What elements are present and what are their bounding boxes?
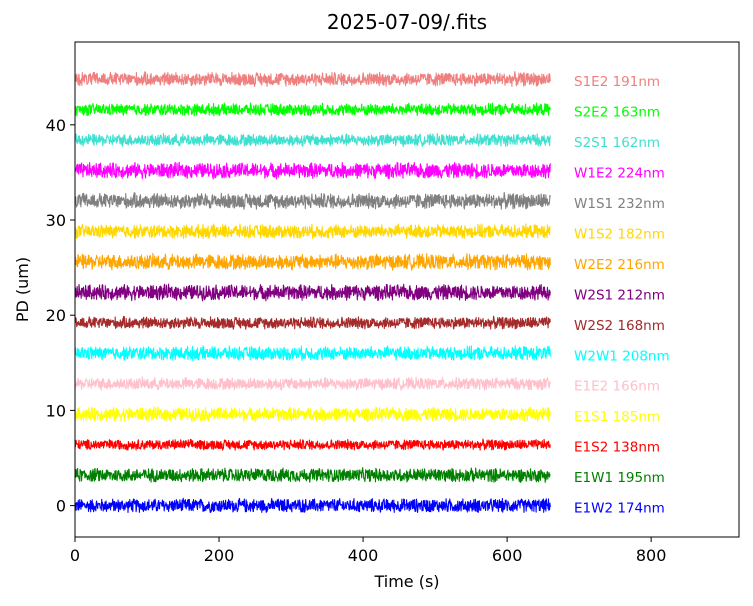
series-line [74, 376, 551, 391]
x-tick-label: 200 [204, 546, 235, 565]
series-label-layer: E1W2 174nm E1W1 195nm E1S2 138nm E1S1 185nm… [574, 74, 670, 516]
series-label: W2E2 216nm [574, 257, 665, 273]
y-tick-label: 20 [46, 306, 66, 325]
series-line [74, 438, 551, 451]
x-tick-label: 0 [70, 546, 80, 565]
series-line [74, 283, 551, 302]
series-label: E1E2 166nm [574, 379, 660, 395]
series-label: E1W2 174nm [574, 501, 665, 517]
series-label: S2E2 163nm [574, 105, 660, 121]
series-line [74, 102, 551, 117]
series-label: E1W1 195nm [574, 470, 665, 486]
series-label: E1S1 185nm [574, 409, 660, 425]
series-line [74, 161, 551, 180]
series-line [74, 497, 551, 514]
series-label: S1E2 191nm [574, 74, 660, 90]
y-tick-label: 10 [46, 401, 66, 420]
chart-title: 2025-07-09/.fits [327, 10, 487, 34]
plot-frame [74, 41, 740, 538]
series-label: W1S1 232nm [574, 196, 665, 212]
series-line [74, 345, 551, 362]
x-tick-label: 600 [492, 546, 523, 565]
series-line [74, 71, 551, 87]
y-axis-label: PD (um) [13, 257, 32, 322]
x-axis: 0 200 400 600 800 [70, 537, 667, 565]
series-layer [74, 71, 551, 514]
series-line [74, 467, 551, 483]
x-tick-label: 800 [636, 546, 667, 565]
x-axis-label: Time (s) [373, 572, 439, 591]
series-label: W1E2 224nm [574, 166, 665, 182]
series-label: E1S2 138nm [574, 440, 660, 456]
series-label: S2S1 162nm [574, 135, 660, 151]
series-line [74, 252, 551, 271]
series-label: W2S2 168nm [574, 318, 665, 334]
y-tick-label: 30 [46, 211, 66, 230]
y-axis: 0 10 20 30 40 [46, 116, 75, 516]
y-tick-label: 40 [46, 116, 66, 135]
series-line [74, 406, 551, 423]
series-line [74, 315, 551, 330]
series-label: W1S2 182nm [574, 226, 665, 242]
series-label: W2W1 208nm [574, 348, 670, 364]
series-line [74, 191, 551, 210]
series-label: W2S1 212nm [574, 287, 665, 303]
series-line [74, 132, 551, 148]
y-tick-label: 0 [56, 497, 66, 516]
series-line [74, 223, 551, 240]
x-tick-label: 400 [348, 546, 379, 565]
